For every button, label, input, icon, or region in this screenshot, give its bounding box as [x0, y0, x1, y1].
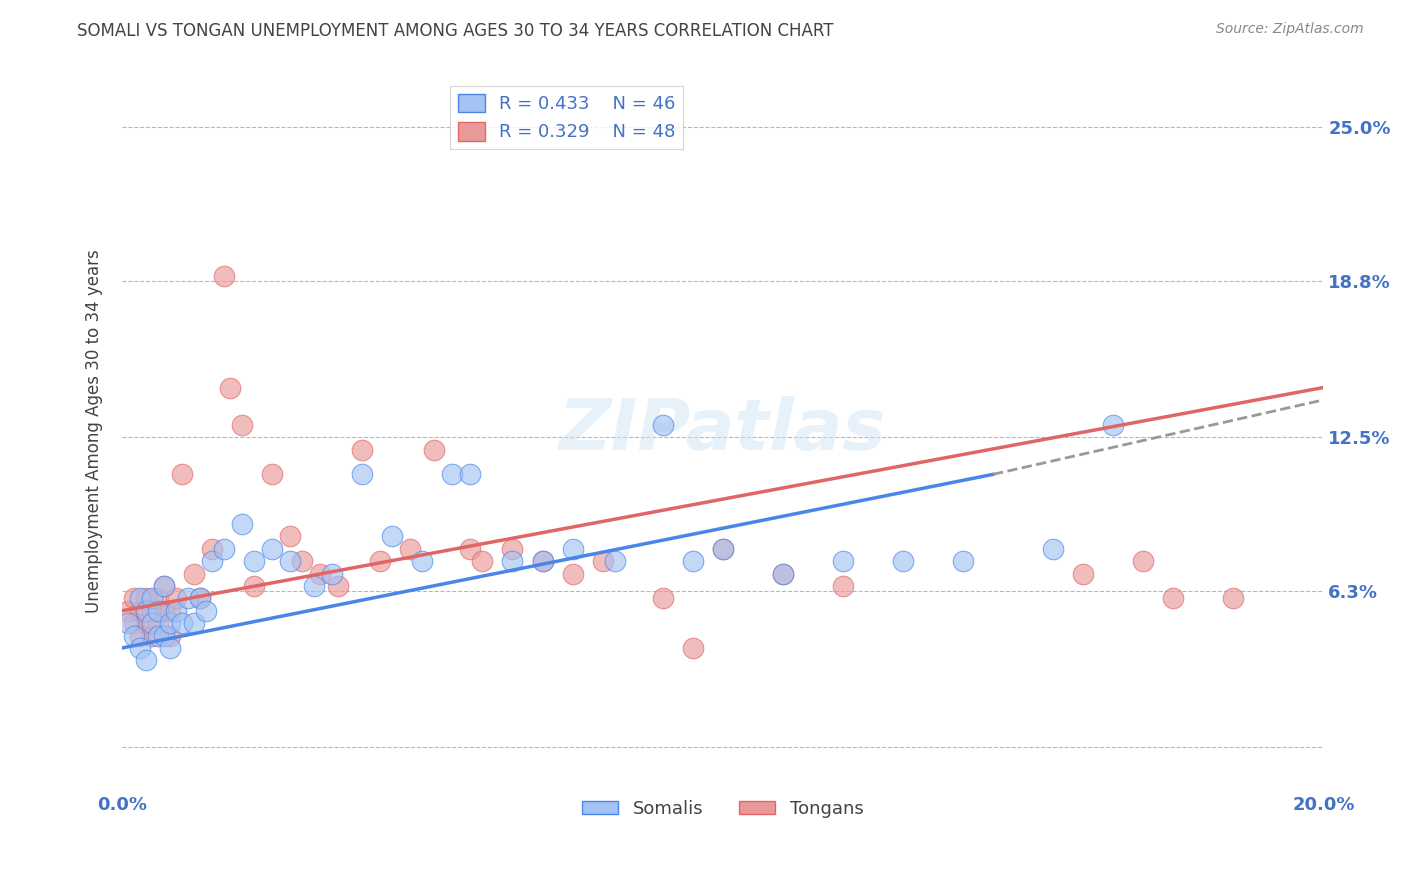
Point — [153, 604, 176, 618]
Y-axis label: Unemployment Among Ages 30 to 34 years: Unemployment Among Ages 30 to 34 years — [86, 249, 103, 613]
Point — [212, 541, 235, 556]
Point — [183, 566, 205, 581]
Point — [831, 579, 853, 593]
Point — [153, 629, 176, 643]
Point — [141, 591, 163, 606]
Point — [423, 442, 446, 457]
Point — [711, 541, 734, 556]
Point — [172, 616, 194, 631]
Point — [129, 604, 152, 618]
Point — [262, 541, 284, 556]
Point — [177, 591, 200, 606]
Point — [188, 591, 211, 606]
Point — [304, 579, 326, 593]
Text: SOMALI VS TONGAN UNEMPLOYMENT AMONG AGES 30 TO 34 YEARS CORRELATION CHART: SOMALI VS TONGAN UNEMPLOYMENT AMONG AGES… — [77, 22, 834, 40]
Point — [129, 591, 152, 606]
Point — [592, 554, 614, 568]
Point — [460, 541, 482, 556]
Point — [135, 591, 157, 606]
Point — [159, 640, 181, 655]
Point — [309, 566, 332, 581]
Legend: Somalis, Tongans: Somalis, Tongans — [575, 792, 870, 825]
Point — [411, 554, 433, 568]
Point — [129, 629, 152, 643]
Point — [328, 579, 350, 593]
Point — [501, 541, 523, 556]
Point — [141, 629, 163, 643]
Point — [135, 653, 157, 667]
Point — [278, 529, 301, 543]
Point — [153, 579, 176, 593]
Point — [1161, 591, 1184, 606]
Point — [531, 554, 554, 568]
Point — [117, 604, 139, 618]
Point — [117, 616, 139, 631]
Point — [682, 640, 704, 655]
Point — [651, 591, 673, 606]
Point — [1042, 541, 1064, 556]
Point — [141, 604, 163, 618]
Point — [711, 541, 734, 556]
Point — [183, 616, 205, 631]
Point — [188, 591, 211, 606]
Point — [243, 579, 266, 593]
Point — [165, 591, 187, 606]
Point — [243, 554, 266, 568]
Point — [399, 541, 422, 556]
Point — [195, 604, 218, 618]
Point — [460, 467, 482, 482]
Point — [441, 467, 464, 482]
Point — [231, 516, 253, 531]
Point — [370, 554, 392, 568]
Point — [165, 604, 187, 618]
Point — [1222, 591, 1244, 606]
Point — [231, 417, 253, 432]
Point — [146, 629, 169, 643]
Point — [321, 566, 343, 581]
Point — [682, 554, 704, 568]
Point — [219, 380, 242, 394]
Point — [352, 442, 374, 457]
Point — [278, 554, 301, 568]
Point — [212, 268, 235, 283]
Point — [952, 554, 974, 568]
Point — [561, 541, 583, 556]
Text: Source: ZipAtlas.com: Source: ZipAtlas.com — [1216, 22, 1364, 37]
Point — [122, 629, 145, 643]
Point — [352, 467, 374, 482]
Point — [603, 554, 626, 568]
Point — [891, 554, 914, 568]
Point — [1132, 554, 1154, 568]
Point — [772, 566, 794, 581]
Point — [651, 417, 673, 432]
Point — [159, 616, 181, 631]
Point — [146, 604, 169, 618]
Point — [122, 616, 145, 631]
Point — [172, 467, 194, 482]
Point — [772, 566, 794, 581]
Point — [1102, 417, 1125, 432]
Point — [146, 616, 169, 631]
Point — [471, 554, 494, 568]
Point — [122, 591, 145, 606]
Point — [201, 554, 224, 568]
Point — [262, 467, 284, 482]
Point — [561, 566, 583, 581]
Point — [153, 579, 176, 593]
Point — [141, 616, 163, 631]
Point — [159, 629, 181, 643]
Point — [135, 616, 157, 631]
Point — [135, 604, 157, 618]
Point — [159, 604, 181, 618]
Point — [831, 554, 853, 568]
Point — [129, 640, 152, 655]
Point — [201, 541, 224, 556]
Point — [1071, 566, 1094, 581]
Point — [501, 554, 523, 568]
Text: ZIPatlas: ZIPatlas — [560, 396, 886, 466]
Point — [531, 554, 554, 568]
Point — [291, 554, 314, 568]
Point — [381, 529, 404, 543]
Point — [146, 591, 169, 606]
